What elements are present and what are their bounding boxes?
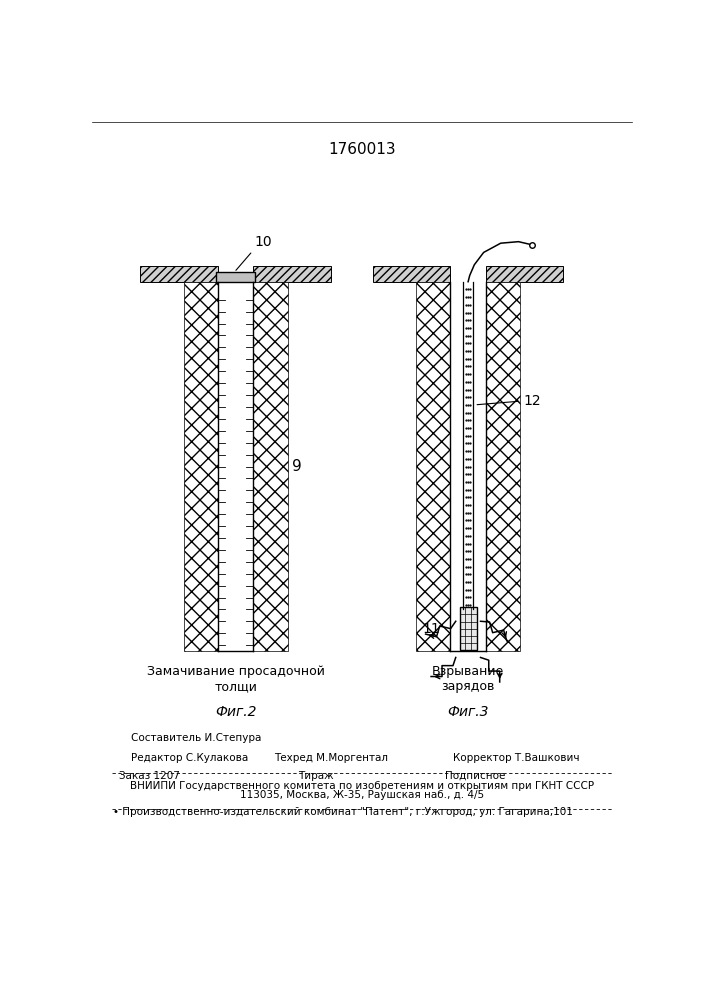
Bar [451, 282, 485, 651]
Bar [486, 282, 520, 651]
Bar [216, 272, 255, 282]
Bar [253, 282, 288, 651]
Text: Редактор С.Кулакова: Редактор С.Кулакова [131, 753, 248, 763]
Text: Тираж: Тираж [298, 771, 333, 781]
Bar [486, 266, 563, 282]
Text: 113035, Москва, Ж-35, Раушская наб., д. 4/5: 113035, Москва, Ж-35, Раушская наб., д. … [240, 790, 484, 800]
Bar [373, 266, 450, 282]
Text: 1760013: 1760013 [328, 142, 396, 157]
Text: 10: 10 [255, 235, 272, 249]
Text: Фиг.2: Фиг.2 [215, 705, 257, 719]
Bar [253, 266, 331, 282]
Bar [140, 266, 218, 282]
Text: Подписное: Подписное [445, 771, 506, 781]
Text: Корректор Т.Вашкович: Корректор Т.Вашкович [452, 753, 579, 763]
Bar [218, 282, 252, 651]
Text: 9: 9 [292, 459, 302, 474]
Text: 11: 11 [422, 622, 440, 636]
Bar [460, 607, 477, 650]
Text: Составитель И.Степура: Составитель И.Степура [131, 733, 262, 743]
Text: Замачивание просадочной
толщи: Замачивание просадочной толщи [146, 665, 325, 693]
Text: Взрывание
зарядов: Взрывание зарядов [432, 665, 504, 693]
Bar [184, 282, 218, 651]
Text: ВНИИПИ Государственного комитета по изобретениям и открытиям при ГКНТ СССР: ВНИИПИ Государственного комитета по изоб… [130, 781, 594, 791]
Text: Заказ 1207: Заказ 1207 [119, 771, 180, 781]
Text: 12: 12 [523, 394, 541, 408]
Text: • Производственно-издательский комбинат "Патент", г.Ужгород, ул. Гагарина,101: • Производственно-издательский комбинат … [113, 807, 573, 817]
Bar [416, 282, 450, 651]
Text: Техред М.Моргентал: Техред М.Моргентал [274, 753, 388, 763]
Text: Фиг.3: Фиг.3 [448, 705, 489, 719]
